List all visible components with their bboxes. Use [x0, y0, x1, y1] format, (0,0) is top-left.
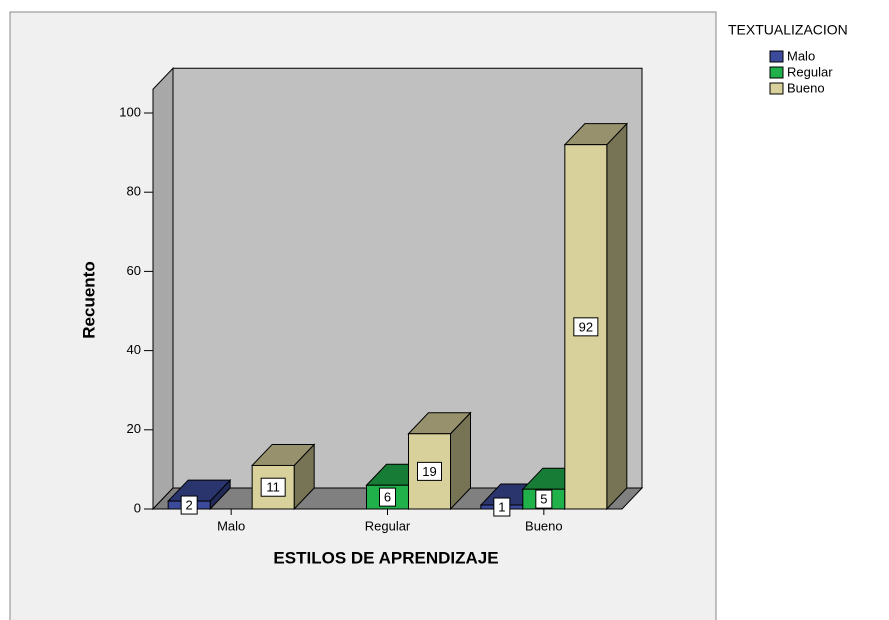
data-label-box [535, 489, 553, 509]
data-label: 2 [186, 497, 193, 512]
data-label: 5 [540, 492, 547, 507]
legend-title: TEXTUALIZACION [728, 22, 848, 38]
legend-label: Regular [787, 64, 833, 79]
left-wall [152, 66, 174, 511]
x-tick-label: Malo [217, 518, 245, 533]
data-label-box [180, 495, 198, 515]
data-label-box [573, 317, 599, 337]
data-label-box [379, 487, 396, 507]
y-tick-label: 80 [127, 184, 141, 199]
y-axis-title: Recuento [79, 261, 98, 338]
y-tick-label: 0 [134, 500, 141, 515]
data-label: 11 [266, 480, 280, 495]
data-label: 19 [422, 464, 436, 479]
data-label-box [493, 497, 511, 517]
y-tick-label: 40 [127, 342, 141, 357]
legend-label: Bueno [787, 80, 825, 95]
legend-swatch [769, 66, 784, 79]
y-tick-label: 20 [127, 421, 141, 436]
y-tick-label: 60 [127, 263, 141, 278]
legend-swatch [769, 82, 784, 95]
x-axis-title: ESTILOS DE APRENDIZAJE [273, 548, 498, 567]
data-label-box [260, 477, 286, 497]
data-label: 6 [384, 490, 391, 505]
x-tick-label: Regular [365, 518, 411, 533]
legend-label: Malo [787, 48, 815, 63]
bar-side [606, 122, 628, 511]
x-tick-label: Bueno [525, 518, 563, 533]
data-label: 1 [498, 499, 505, 514]
data-label: 92 [579, 319, 593, 334]
data-label-box [417, 461, 442, 481]
y-tick-label: 100 [119, 104, 141, 119]
legend-swatch [769, 50, 784, 63]
